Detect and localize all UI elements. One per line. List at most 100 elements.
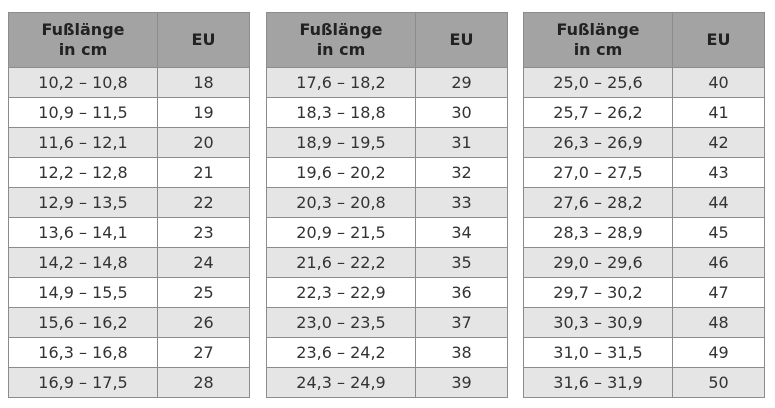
table-cell: 21,6 – 22,2 (266, 247, 416, 278)
table-row: 24,3 – 24,9 39 (266, 367, 508, 398)
table-cell: 31 (415, 127, 508, 158)
table-cell: 24,3 – 24,9 (266, 367, 416, 398)
table-cell: 27,0 – 27,5 (523, 157, 673, 188)
header-line: in cm (58, 40, 108, 59)
table-cell: 39 (415, 367, 508, 398)
table-cell: 25,7 – 26,2 (523, 97, 673, 128)
table-row: 29,0 – 29,6 46 (523, 247, 765, 278)
table-cell: 27,6 – 28,2 (523, 187, 673, 218)
header-cell: EU (157, 12, 250, 68)
table-row: 27,6 – 28,2 44 (523, 187, 765, 218)
header-line: in cm (573, 40, 623, 59)
table-cell: 26,3 – 26,9 (523, 127, 673, 158)
table-cell: 29 (415, 67, 508, 98)
table-row: 22,3 – 22,9 36 (266, 277, 508, 308)
table-cell: 22 (157, 187, 250, 218)
header-cell: EU (415, 12, 508, 68)
table-cell: 31,6 – 31,9 (523, 367, 673, 398)
header-row: Fußlänge in cm EU (523, 12, 765, 68)
table-cell: 36 (415, 277, 508, 308)
size-table: Fußlänge in cm EU 25,0 – 25,6 40 25,7 – 26,2 4… (523, 12, 765, 398)
table-cell: 31,0 – 31,5 (523, 337, 673, 368)
header-row: Fußlänge in cm EU (266, 12, 508, 68)
table-cell: 41 (672, 97, 765, 128)
table-row: 31,6 – 31,9 50 (523, 367, 765, 398)
table-cell: 16,9 – 17,5 (8, 367, 158, 398)
table-cell: 20,3 – 20,8 (266, 187, 416, 218)
header-cell: Fußlänge in cm (266, 12, 416, 68)
table-cell: 13,6 – 14,1 (8, 217, 158, 248)
table-row: 16,3 – 16,8 27 (8, 337, 250, 368)
table-cell: 27 (157, 337, 250, 368)
table-cell: 30 (415, 97, 508, 128)
table-cell: 46 (672, 247, 765, 278)
table-cell: 12,9 – 13,5 (8, 187, 158, 218)
table-row: 18,9 – 19,5 31 (266, 127, 508, 158)
table-cell: 29,0 – 29,6 (523, 247, 673, 278)
table-cell: 14,9 – 15,5 (8, 277, 158, 308)
table-cell: 24 (157, 247, 250, 278)
table-cell: 49 (672, 337, 765, 368)
table-cell: 38 (415, 337, 508, 368)
table-cell: 28,3 – 28,9 (523, 217, 673, 248)
table-cell: 40 (672, 67, 765, 98)
table-cell: 10,2 – 10,8 (8, 67, 158, 98)
table-cell: 23,6 – 24,2 (266, 337, 416, 368)
table-row: 26,3 – 26,9 42 (523, 127, 765, 158)
table-row: 16,9 – 17,5 28 (8, 367, 250, 398)
table-row: 31,0 – 31,5 49 (523, 337, 765, 368)
table-cell: 11,6 – 12,1 (8, 127, 158, 158)
table-cell: 12,2 – 12,8 (8, 157, 158, 188)
table-row: 23,6 – 24,2 38 (266, 337, 508, 368)
table-cell: 48 (672, 307, 765, 338)
table-row: 11,6 – 12,1 20 (8, 127, 250, 158)
table-row: 25,0 – 25,6 40 (523, 67, 765, 98)
table-row: 23,0 – 23,5 37 (266, 307, 508, 338)
table-cell: 18,3 – 18,8 (266, 97, 416, 128)
table-row: 15,6 – 16,2 26 (8, 307, 250, 338)
table-cell: 35 (415, 247, 508, 278)
table-cell: 14,2 – 14,8 (8, 247, 158, 278)
table-cell: 16,3 – 16,8 (8, 337, 158, 368)
header-row: Fußlänge in cm EU (8, 12, 250, 68)
table-row: 17,6 – 18,2 29 (266, 67, 508, 98)
table-cell: 20 (157, 127, 250, 158)
table-cell: 43 (672, 157, 765, 188)
table-row: 21,6 – 22,2 35 (266, 247, 508, 278)
table-row: 25,7 – 26,2 41 (523, 97, 765, 128)
table-row: 28,3 – 28,9 45 (523, 217, 765, 248)
table-cell: 37 (415, 307, 508, 338)
table-row: 12,9 – 13,5 22 (8, 187, 250, 218)
table-cell: 15,6 – 16,2 (8, 307, 158, 338)
table-row: 20,3 – 20,8 33 (266, 187, 508, 218)
table-cell: 26 (157, 307, 250, 338)
table-cell: 45 (672, 217, 765, 248)
table-row: 18,3 – 18,8 30 (266, 97, 508, 128)
header-cell: Fußlänge in cm (523, 12, 673, 68)
table-cell: 28 (157, 367, 250, 398)
table-cell: 25 (157, 277, 250, 308)
table-cell: 50 (672, 367, 765, 398)
table-cell: 19 (157, 97, 250, 128)
table-cell: 22,3 – 22,9 (266, 277, 416, 308)
table-row: 10,9 – 11,5 19 (8, 97, 250, 128)
size-table: Fußlänge in cm EU 10,2 – 10,8 18 10,9 – 11,5 1… (8, 12, 250, 398)
table-cell: 47 (672, 277, 765, 308)
table-cell: 34 (415, 217, 508, 248)
table-cell: 42 (672, 127, 765, 158)
table-cell: 10,9 – 11,5 (8, 97, 158, 128)
table-cell: 18,9 – 19,5 (266, 127, 416, 158)
table-cell: 44 (672, 187, 765, 218)
table-row: 27,0 – 27,5 43 (523, 157, 765, 188)
header-cell: EU (672, 12, 765, 68)
table-cell: 33 (415, 187, 508, 218)
table-row: 19,6 – 20,2 32 (266, 157, 508, 188)
table-cell: 25,0 – 25,6 (523, 67, 673, 98)
table-cell: 23,0 – 23,5 (266, 307, 416, 338)
table-row: 14,2 – 14,8 24 (8, 247, 250, 278)
header-line: Fußlänge (299, 20, 383, 39)
header-line: Fußlänge (556, 20, 640, 39)
size-table: Fußlänge in cm EU 17,6 – 18,2 29 18,3 – 18,8 3… (266, 12, 508, 398)
table-cell: 19,6 – 20,2 (266, 157, 416, 188)
